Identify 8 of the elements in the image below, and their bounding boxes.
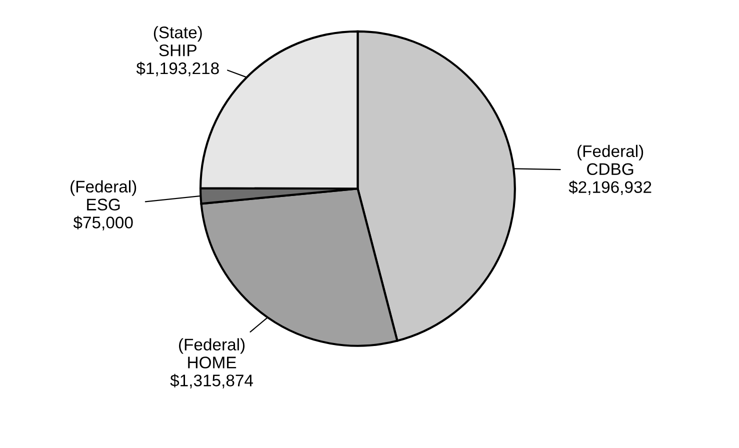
- slice-label: (Federal) HOME: [179, 338, 245, 368]
- slice-label: (Federal) CDBG: [578, 144, 644, 176]
- slice-label: (Federal) ESG: [70, 180, 136, 210]
- data-label: $75,000: [73, 216, 133, 230]
- data-label: $1,315,874: [170, 374, 253, 388]
- data-label: $2,196,932: [568, 180, 652, 195]
- data-label: $1,193,218: [136, 62, 219, 76]
- slice-label: (State) SHIP: [154, 26, 202, 56]
